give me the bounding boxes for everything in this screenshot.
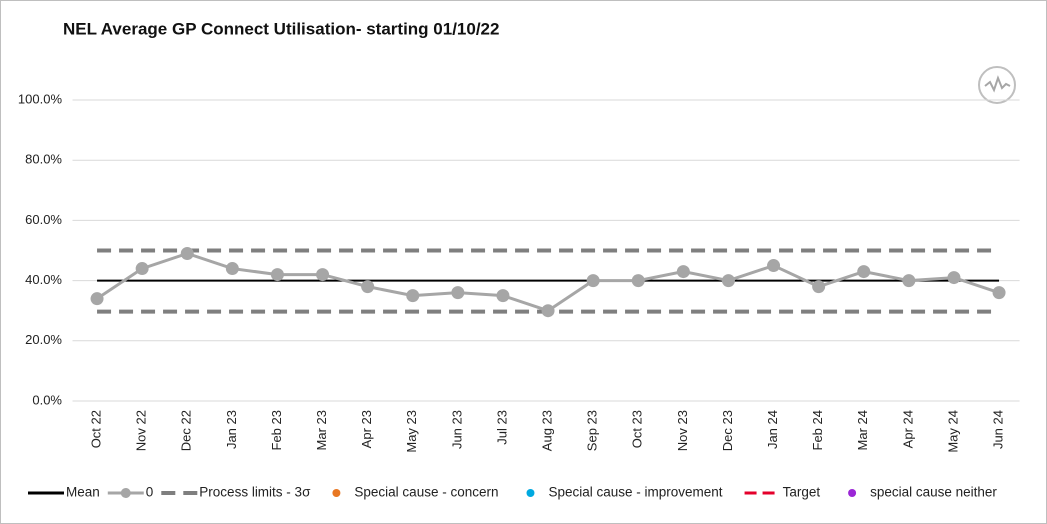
x-tick-label: Jul 23 bbox=[494, 410, 509, 445]
legend-marker bbox=[848, 489, 857, 497]
x-tick-label: Nov 22 bbox=[134, 410, 149, 451]
x-tick-label: Mar 23 bbox=[314, 410, 329, 450]
x-tick-label: Jun 24 bbox=[990, 410, 1005, 449]
point bbox=[406, 289, 420, 303]
x-tick-label: Aug 23 bbox=[539, 410, 554, 451]
point bbox=[676, 265, 690, 279]
point bbox=[857, 265, 871, 279]
x-tick-label: Nov 23 bbox=[675, 410, 690, 451]
point bbox=[496, 289, 510, 303]
x-tick-label: Dec 22 bbox=[179, 410, 194, 451]
legend-label: Process limits - 3σ bbox=[199, 485, 311, 500]
x-tick-label: Jan 24 bbox=[765, 410, 780, 449]
y-tick-label: 80.0% bbox=[25, 152, 62, 167]
legend-label: special cause neither bbox=[870, 485, 997, 500]
point bbox=[631, 274, 645, 288]
legend-marker bbox=[526, 489, 535, 497]
point bbox=[90, 292, 104, 306]
point bbox=[451, 286, 465, 300]
x-tick-label: Feb 24 bbox=[810, 410, 825, 450]
x-tick-label: Apr 24 bbox=[900, 410, 915, 448]
x-tick-label: Feb 23 bbox=[269, 410, 284, 450]
point bbox=[541, 304, 555, 318]
point bbox=[316, 268, 330, 282]
legend-label: Special cause - concern bbox=[354, 485, 498, 500]
point bbox=[361, 280, 375, 294]
legend-label: 0 bbox=[146, 485, 154, 500]
x-tick-label: Sep 23 bbox=[585, 410, 600, 451]
x-tick-label: May 24 bbox=[945, 410, 960, 453]
point bbox=[225, 262, 239, 276]
point bbox=[180, 247, 194, 261]
x-tick-label: Jun 23 bbox=[449, 410, 464, 449]
x-tick-label: Jan 23 bbox=[224, 410, 239, 449]
legend-label: Target bbox=[783, 485, 821, 500]
legend-marker bbox=[332, 489, 341, 497]
point bbox=[902, 274, 916, 288]
point bbox=[767, 259, 781, 273]
x-tick-label: Oct 23 bbox=[630, 410, 645, 448]
x-tick-label: May 23 bbox=[404, 410, 419, 453]
point bbox=[135, 262, 149, 276]
x-tick-label: Mar 24 bbox=[855, 410, 870, 450]
x-tick-label: Dec 23 bbox=[720, 410, 735, 451]
y-tick-label: 60.0% bbox=[25, 212, 62, 227]
x-tick-label: Apr 23 bbox=[359, 410, 374, 448]
point bbox=[812, 280, 826, 294]
y-tick-label: 100.0% bbox=[18, 91, 63, 106]
y-tick-label: 0.0% bbox=[32, 392, 62, 407]
legend-label: Mean bbox=[66, 485, 100, 500]
point bbox=[721, 274, 735, 288]
point bbox=[992, 286, 1006, 300]
legend-label: Special cause - improvement bbox=[548, 485, 722, 500]
legend-marker bbox=[120, 488, 131, 498]
spc-icon bbox=[978, 66, 1016, 104]
y-tick-label: 20.0% bbox=[25, 332, 62, 347]
point bbox=[586, 274, 600, 288]
point bbox=[270, 268, 284, 282]
x-tick-label: Oct 22 bbox=[88, 410, 103, 448]
point bbox=[947, 271, 961, 285]
y-tick-label: 40.0% bbox=[25, 272, 62, 287]
chart-title: NEL Average GP Connect Utilisation- star… bbox=[63, 19, 499, 38]
